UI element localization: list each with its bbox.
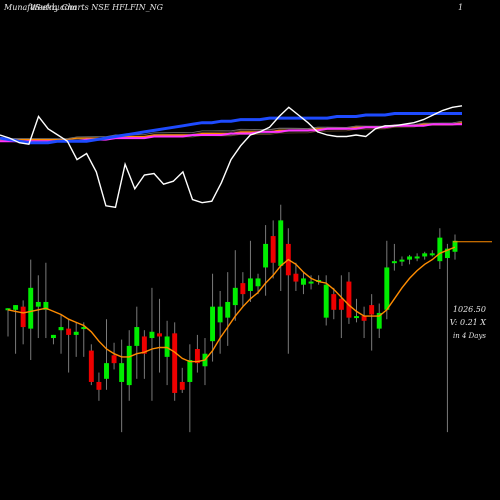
candle-body: [187, 360, 193, 382]
indicator-white-line: [0, 105, 463, 209]
candle-body: [81, 327, 87, 330]
candle-body: [35, 301, 41, 307]
candle-body: [164, 336, 170, 357]
candle-body: [376, 312, 382, 329]
candle-body: [444, 248, 450, 259]
candle-body: [331, 294, 337, 310]
candle-body: [104, 363, 109, 379]
candle-body: [5, 308, 11, 311]
candle-body: [263, 243, 269, 268]
candle-body: [369, 305, 375, 315]
candle-body: [293, 273, 299, 282]
candle-body: [323, 284, 329, 318]
period-label: in 4 Days: [453, 332, 486, 340]
candle-body: [126, 345, 132, 386]
candle-body: [179, 381, 185, 390]
candle-body: [96, 381, 102, 390]
candle-body: [346, 281, 352, 318]
candle-body: [194, 349, 200, 364]
candle-body: [217, 306, 223, 323]
site-watermark: MunafaSutra.com: [3, 3, 77, 12]
chart-title: Weekly Charts NSE HFLFIN_NG: [30, 3, 164, 12]
volume-label: V: 0.21 X: [450, 318, 487, 327]
candle-body: [50, 334, 56, 339]
candle-body: [247, 278, 253, 291]
candle-body: [232, 287, 238, 306]
candle-body: [354, 316, 359, 319]
candle-body: [422, 253, 428, 257]
candle-body: [119, 363, 125, 382]
candle-body: [452, 240, 458, 252]
candle-body: [134, 327, 140, 346]
candle-body: [20, 306, 26, 328]
candlestick-panel: [5, 204, 458, 433]
candle-body: [429, 253, 435, 256]
indicator-faint-line: [0, 123, 463, 142]
candle-body: [225, 301, 231, 318]
candle-body: [73, 331, 79, 335]
candle-body: [278, 220, 284, 266]
header-right-label: 1: [458, 3, 463, 12]
candle-body: [43, 301, 49, 310]
candle-body: [270, 236, 276, 263]
candle-body: [338, 298, 344, 310]
moving-average-line: [7, 246, 456, 363]
candle-body: [157, 333, 162, 337]
candle-body: [58, 327, 64, 331]
candle-body: [391, 261, 397, 264]
indicator-panel: [0, 105, 463, 209]
candle-body: [141, 336, 147, 354]
moving-average-layer: [7, 246, 456, 363]
candle-body: [301, 278, 306, 285]
candle-body: [255, 278, 261, 287]
candle-body: [172, 333, 178, 393]
candle-body: [28, 287, 34, 329]
candle-body: [66, 328, 72, 335]
candle-body: [384, 267, 390, 310]
candle-body: [361, 316, 367, 321]
candle-body: [149, 331, 155, 339]
candle-body: [407, 256, 413, 260]
candle-body: [399, 259, 405, 262]
candle-body: [308, 281, 314, 284]
candle-body: [437, 237, 443, 262]
candle-body: [210, 306, 216, 342]
price-label: 1026.50: [453, 305, 486, 314]
candle-body: [240, 283, 246, 295]
candle-body: [414, 256, 420, 259]
candle-body: [88, 350, 94, 382]
indicator-blue-line: [0, 112, 462, 145]
candle-body: [13, 305, 19, 310]
candle-body: [111, 355, 117, 364]
